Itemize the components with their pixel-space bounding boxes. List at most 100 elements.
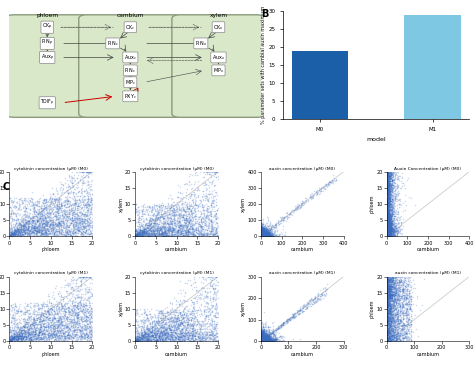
Point [391, 285, 398, 291]
Point [51, 328, 58, 334]
Point [261, 232, 268, 238]
Point [384, 217, 392, 222]
Point [82, 218, 90, 224]
Point [16, 320, 24, 326]
Point [180, 232, 187, 237]
Point [174, 224, 182, 229]
Point [386, 303, 394, 309]
Point [8, 230, 15, 236]
Point [383, 190, 391, 196]
Point [259, 233, 266, 239]
Point [53, 214, 60, 219]
Point [21, 305, 28, 311]
Point [388, 325, 395, 331]
Point [200, 274, 207, 280]
Point [69, 230, 77, 236]
Point [50, 331, 58, 337]
Point [260, 228, 267, 234]
Point [261, 230, 268, 236]
Point [397, 330, 405, 335]
Point [164, 228, 172, 233]
Point [268, 336, 275, 342]
Point [154, 221, 162, 227]
Point [40, 209, 47, 215]
Point [82, 220, 89, 226]
Point [147, 233, 155, 239]
Point [16, 228, 24, 233]
Point [189, 215, 196, 221]
Point [387, 199, 394, 204]
Point [183, 230, 191, 236]
Point [392, 194, 399, 200]
Point [292, 313, 300, 319]
Point [276, 322, 283, 328]
Point [392, 191, 399, 197]
Point [391, 326, 398, 332]
Point [39, 312, 47, 318]
Point [261, 233, 269, 239]
Point [293, 309, 301, 315]
Point [59, 231, 66, 237]
Point [211, 326, 219, 332]
Point [259, 231, 267, 237]
Point [86, 202, 94, 208]
Point [258, 233, 266, 239]
Point [201, 174, 208, 180]
Point [384, 200, 392, 206]
Point [188, 334, 195, 339]
Point [384, 188, 392, 194]
Point [8, 219, 15, 225]
Point [259, 233, 266, 239]
Point [23, 336, 30, 342]
Point [258, 336, 266, 342]
Point [260, 233, 267, 239]
Point [202, 332, 210, 338]
Point [31, 332, 38, 338]
Point [162, 329, 170, 335]
Point [384, 310, 392, 316]
Point [327, 179, 334, 185]
Point [85, 226, 93, 232]
Point [384, 227, 392, 233]
Point [18, 221, 25, 227]
Point [261, 334, 268, 340]
Point [400, 280, 407, 286]
Point [383, 303, 391, 309]
Point [259, 333, 266, 338]
Point [199, 207, 206, 213]
Point [38, 230, 46, 236]
Point [19, 216, 27, 222]
Point [258, 336, 266, 342]
Point [72, 333, 79, 339]
Point [44, 217, 52, 223]
Point [189, 304, 197, 310]
Point [16, 222, 24, 228]
Point [383, 225, 391, 231]
Point [395, 219, 402, 225]
Point [396, 227, 403, 233]
Point [389, 292, 397, 298]
Point [383, 170, 391, 176]
Point [156, 217, 164, 223]
Point [383, 304, 391, 310]
Point [39, 320, 46, 326]
Point [52, 232, 59, 238]
Point [10, 309, 18, 315]
Point [388, 212, 395, 218]
Point [57, 222, 65, 228]
Point [141, 309, 149, 315]
Point [400, 278, 408, 284]
Point [258, 337, 266, 343]
Point [393, 294, 401, 300]
Point [41, 227, 49, 233]
Point [384, 286, 392, 292]
Point [25, 331, 33, 337]
Point [41, 320, 49, 326]
Point [166, 317, 173, 323]
Point [183, 319, 191, 325]
Point [387, 232, 394, 238]
Point [267, 334, 274, 340]
Point [182, 201, 190, 207]
Point [174, 333, 182, 339]
Point [208, 221, 215, 226]
